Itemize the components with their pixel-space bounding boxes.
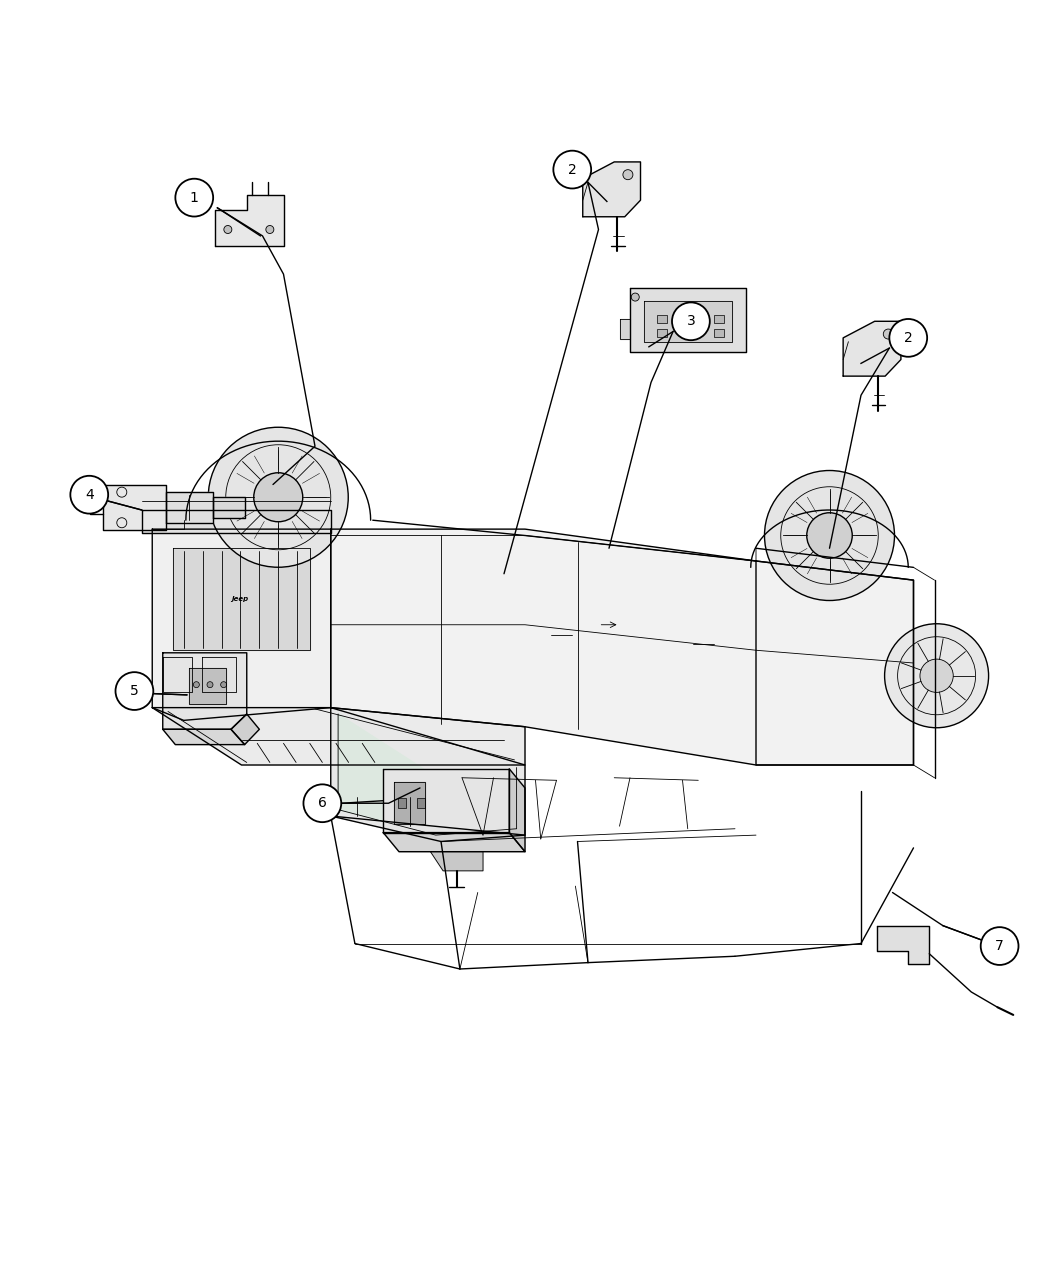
Circle shape — [266, 226, 274, 233]
Bar — [398, 798, 406, 808]
Polygon shape — [202, 657, 236, 692]
Circle shape — [889, 319, 927, 357]
Polygon shape — [509, 769, 525, 852]
Circle shape — [623, 170, 633, 180]
Circle shape — [208, 427, 349, 567]
Bar — [417, 798, 425, 808]
Circle shape — [672, 302, 710, 340]
Polygon shape — [331, 708, 525, 842]
Circle shape — [116, 672, 153, 710]
Circle shape — [764, 470, 895, 601]
Polygon shape — [166, 492, 213, 523]
Circle shape — [220, 682, 227, 687]
Polygon shape — [430, 852, 483, 871]
Polygon shape — [142, 510, 331, 533]
Polygon shape — [152, 529, 331, 720]
Polygon shape — [630, 288, 746, 352]
Polygon shape — [231, 714, 259, 745]
Polygon shape — [620, 319, 630, 339]
Bar — [714, 315, 724, 323]
Polygon shape — [338, 714, 517, 835]
Bar — [656, 329, 667, 337]
Circle shape — [70, 476, 108, 514]
Polygon shape — [215, 195, 284, 246]
Text: 5: 5 — [130, 685, 139, 697]
Bar — [714, 329, 724, 337]
Polygon shape — [173, 548, 310, 650]
Circle shape — [207, 682, 213, 687]
Polygon shape — [583, 162, 640, 217]
Polygon shape — [213, 497, 245, 518]
Polygon shape — [103, 484, 166, 530]
Polygon shape — [877, 926, 929, 964]
Circle shape — [920, 659, 953, 692]
Circle shape — [981, 927, 1018, 965]
Polygon shape — [152, 708, 525, 765]
Text: Jeep: Jeep — [231, 597, 248, 602]
Text: 4: 4 — [85, 488, 93, 501]
Polygon shape — [331, 529, 913, 765]
Polygon shape — [383, 769, 509, 833]
Text: 7: 7 — [995, 940, 1004, 952]
Circle shape — [224, 226, 232, 233]
Polygon shape — [189, 668, 226, 704]
Polygon shape — [394, 782, 425, 824]
Circle shape — [884, 623, 989, 728]
Bar — [688, 315, 698, 323]
Circle shape — [806, 513, 853, 558]
Polygon shape — [843, 321, 901, 376]
Circle shape — [303, 784, 341, 822]
Polygon shape — [383, 833, 525, 852]
Text: 1: 1 — [190, 191, 198, 204]
Circle shape — [883, 329, 894, 339]
Circle shape — [254, 473, 302, 521]
Circle shape — [553, 150, 591, 189]
Bar — [656, 315, 667, 323]
Text: 2: 2 — [568, 163, 576, 176]
Bar — [688, 329, 698, 337]
Polygon shape — [163, 657, 192, 692]
Circle shape — [631, 293, 639, 301]
Text: 2: 2 — [904, 332, 912, 344]
Text: 3: 3 — [687, 315, 695, 328]
Circle shape — [175, 179, 213, 217]
Polygon shape — [644, 301, 732, 342]
Text: 6: 6 — [318, 797, 327, 810]
Circle shape — [193, 682, 200, 687]
Polygon shape — [163, 653, 247, 729]
Polygon shape — [163, 729, 245, 745]
